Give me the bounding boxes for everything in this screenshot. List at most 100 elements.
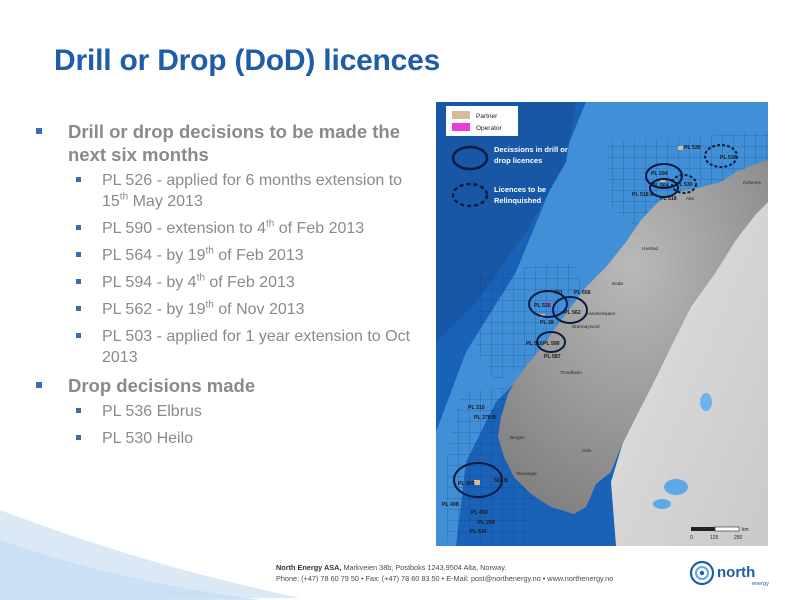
relinquish-circle-pl536 [704,144,738,168]
licence-label: PL 587 [544,354,561,360]
legend-partner-label: Partner [476,113,498,120]
legend-solid-text-2: drop licences [494,156,542,165]
north-energy-logo: north energy [689,560,769,587]
lake [653,499,671,509]
logo-sub: energy [752,581,769,587]
decision-circle-pl562 [552,296,588,324]
decorative-swoosh [0,510,300,600]
place-label: Bodø [612,281,623,286]
place-label: Oslo [582,448,592,453]
licence-label: PL 590 [543,341,560,347]
licence-label: PL 616 [470,529,487,535]
bullet-text: May 2013 [128,193,203,210]
bullet-text: of Feb 2013 [213,247,304,264]
licence-label: PL 370 B [474,415,496,421]
licence-block-partner [474,480,480,485]
place-label: Harstad [642,246,659,251]
superscript: th [196,272,205,284]
superscript: th [205,299,214,311]
sub-bullet-marker [76,306,81,311]
decision-circle-pl503 [453,462,503,498]
decision-circle-pl526 [528,290,568,318]
sub-bullet-pl594: PL 594 - by 4th of Feb 2013 [36,272,416,293]
licence-label: PL 503 [458,481,475,487]
bullet-text: PL 590 - extension to 4 [102,220,266,237]
licence-label: PL 518 B [632,192,654,198]
lake [700,393,712,411]
deep-basin [436,102,576,342]
scale-bar: 0 125 250 km [690,526,749,541]
licence-block-operator [547,302,551,306]
sub-bullet-pl590: PL 590 - extension to 4th of Feb 2013 [36,218,416,239]
place-label: Sandnessjøen [586,311,616,316]
logo-wordmark: north [717,564,755,581]
bullet-text: PL 530 Heilo [102,430,194,447]
licence-label: PL 656 [574,290,591,296]
place-label: Bergen [510,435,525,440]
place-label: Stavanger [516,471,537,476]
sub-bullet-marker [76,435,81,440]
sub-bullet-marker [76,279,81,284]
sub-bullet-marker [76,333,81,338]
superscript: th [205,245,214,257]
licence-label: PL 564 [652,183,669,189]
place-label: Kirkenes [743,180,762,185]
licence-label: PL 536 [720,155,737,161]
bullet-text: PL 526 - applied for 6 months extension … [102,172,403,210]
footer-address: North Energy ASA, Markveien 38b, Postbok… [276,562,613,584]
licence-label: PL 526 [534,303,551,309]
sub-bullet-pl564: PL 564 - by 19th of Feb 2013 [36,245,416,266]
place-label: Trondheim [560,370,582,375]
scale-tick: 125 [710,535,719,541]
scale-unit: km [742,527,749,533]
bullet-text: PL 536 Elbrus [102,403,202,420]
licence-label: PL 450 [471,510,488,516]
bullet-text: of Feb 2013 [204,274,295,291]
licence-block-partner [678,146,683,150]
bullet-text: PL 594 - by 4 [102,274,197,291]
bullet-text: of Nov 2013 [213,301,305,318]
legend-operator-swatch [452,123,470,131]
lake [664,479,688,495]
legend-partner-swatch [452,111,470,119]
licence-label: PL 530 [676,182,693,188]
land-norway [498,160,768,514]
licence-label: PL 510 [526,341,543,347]
legend-dashed-circle-icon [451,182,489,208]
sub-bullet-pl562: PL 562 - by 19th of Nov 2013 [36,299,416,320]
legend-dashed-text-2: Relinquished [494,196,542,205]
bullet-text: PL 562 - by 19 [102,301,206,318]
sub-bullet-pl530: PL 530 Heilo [36,428,416,449]
bullet-text: of Feb 2013 [274,220,365,237]
sub-bullet-marker [76,408,81,413]
sub-bullet-marker [76,177,81,182]
bullet-marker [36,382,42,388]
sub-bullet-pl526: PL 526 - applied for 6 months extension … [36,170,416,212]
bullet-marker [36,128,42,134]
superscript: th [265,218,275,230]
bullet-text: PL 503 - applied for 1 year extension to… [102,328,411,366]
licence-label: PL 299 [478,520,495,526]
footer-contact: Phone: (+47) 78 60 79 50 • Fax: (+47) 78… [276,574,614,583]
scale-tick: 0 [690,535,693,541]
land-sweden-finland [611,177,768,546]
decision-circle-pl590 [536,331,566,353]
place-label: Alta [686,196,694,201]
scale-tick: 250 [734,535,743,541]
bullet-drop-decisions: Drop decisions made [36,374,416,397]
legend-solid-text-1: Decissions in drill or [494,145,568,154]
licence-label: PL 535 [684,145,701,151]
licence-label: 503 B [494,478,508,484]
licence-label: PL 562 [564,310,581,316]
legend-operator-label: Operator [476,125,502,132]
page-title: Drill or Drop (DoD) licences [54,44,441,77]
licence-label: PL 38 [540,320,554,326]
licence-grid-mid [476,262,586,382]
bullet-list: Drill or drop decisions to be made the n… [36,120,416,455]
footer-company: North Energy ASA, [276,563,342,572]
bullet-text: Drop decisions made [68,375,256,396]
decision-circle-pl564 [649,178,679,198]
sub-bullet-pl503: PL 503 - applied for 1 year extension to… [36,326,416,368]
sub-bullet-marker [76,225,81,230]
licence-label: PL 310 [468,405,485,411]
